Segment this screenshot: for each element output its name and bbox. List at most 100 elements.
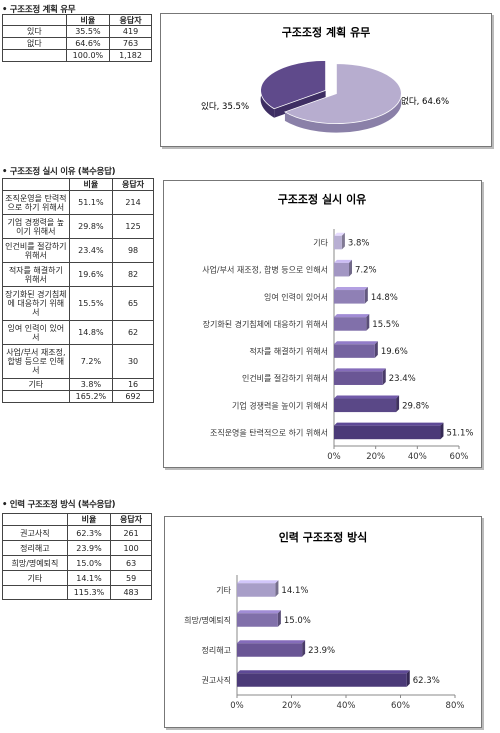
table-row: 기업 경쟁력을 높이기 위해서 29.8% 125 xyxy=(2,214,154,239)
row-label: 기업 경쟁력을 높이기 위해서 xyxy=(2,214,70,239)
row-pct: 51.1% xyxy=(68,190,114,215)
bar-side xyxy=(366,314,370,331)
category-label: 희망/명예퇴직 xyxy=(184,615,231,625)
table-row: 희망/명예퇴직 15.0% 63 xyxy=(2,555,152,571)
bar xyxy=(334,235,342,250)
bar xyxy=(334,290,365,304)
bar-side xyxy=(275,580,279,597)
table-row: 있다 35.5% 419 xyxy=(2,25,152,38)
row-pct: 35.5% xyxy=(65,25,111,38)
plan-table: 비율 응답자 있다 35.5% 419 없다 64.6% 763 100.0% … xyxy=(2,14,152,62)
row-count: 59 xyxy=(110,570,152,586)
x-tick-label: 80% xyxy=(446,701,465,711)
table-row: 기타 3.8% 16 xyxy=(2,378,154,391)
table-row: 권고사직 62.3% 261 xyxy=(2,525,152,541)
table-header xyxy=(2,178,70,191)
total-count: 483 xyxy=(110,585,152,600)
table-total-row: 115.3% 483 xyxy=(2,585,152,600)
category-label: 인건비를 절감하기 위해서 xyxy=(242,373,328,383)
row-label: 사업/부서 재조정, 합병 등으로 인해서 xyxy=(2,344,70,379)
table-row: 장기화된 경기침체에 대응하기 위해서 15.5% 65 xyxy=(2,286,154,321)
table-header xyxy=(2,513,68,526)
category-label: 정리해고 xyxy=(202,645,231,655)
x-tick-label: 60% xyxy=(391,701,410,711)
bar xyxy=(237,673,407,687)
row-pct: 62.3% xyxy=(66,525,112,541)
total-pct: 115.3% xyxy=(66,585,112,600)
row-label: 기타 xyxy=(2,378,70,391)
bar-side xyxy=(277,610,281,627)
x-tick-label: 20% xyxy=(282,701,301,711)
bar-side xyxy=(374,341,378,358)
row-count: 214 xyxy=(112,190,154,215)
bar-top xyxy=(334,314,370,318)
bar-side xyxy=(382,368,386,385)
data-label: 19.6% xyxy=(381,347,408,357)
bar-side xyxy=(302,640,306,657)
category-label: 기업 경쟁력을 높이기 위해서 xyxy=(232,400,328,410)
methods-chart-box: 인력 구조조정 방식 0% 20% 40% 60% 80% 권고사직 62.3% 정리해고 23… xyxy=(164,516,482,728)
section-title-reasons: • 구조조정 실시 이유 (복수응답) xyxy=(2,167,116,177)
bar xyxy=(334,371,383,385)
bar xyxy=(237,613,278,627)
reasons-chart-box: 구조조정 실시 이유 0% 20% 40% 60% 조직운영을 탄력적으로 하기 위해서… xyxy=(163,180,482,468)
bar-top xyxy=(334,395,400,399)
table-header xyxy=(2,14,67,26)
category-label: 조직운영을 탄력적으로 하기 위해서 xyxy=(210,427,328,437)
chart-title: 구조조정 실시 이유 xyxy=(278,192,367,206)
bar-top xyxy=(237,640,306,644)
data-label: 없다, 64.6% xyxy=(401,97,449,107)
table-header: 응답자 xyxy=(109,14,152,26)
bar-top xyxy=(334,368,386,372)
table-row: 인건비를 절감하기 위해서 23.4% 98 xyxy=(2,238,154,263)
pie-slice-yes xyxy=(260,60,327,110)
row-label: 조직운영을 탄력적으로 하기 위해서 xyxy=(2,190,70,215)
bar xyxy=(334,398,397,413)
x-tick-label: 40% xyxy=(337,701,356,711)
table-row: 조직운영을 탄력적으로 하기 위해서 51.1% 214 xyxy=(2,190,154,215)
row-count: 100 xyxy=(110,540,152,556)
row-count: 62 xyxy=(112,320,154,345)
row-count: 63 xyxy=(110,555,152,571)
row-pct: 14.1% xyxy=(66,570,112,586)
row-pct: 29.8% xyxy=(68,214,114,239)
table-header: 비율 xyxy=(65,14,111,26)
x-tick-label: 20% xyxy=(366,452,385,462)
row-count: 82 xyxy=(112,262,154,287)
row-pct: 14.8% xyxy=(68,320,114,345)
data-label: 14.8% xyxy=(371,293,398,303)
reasons-table: 비율 응답자 조직운영을 탄력적으로 하기 위해서 51.1% 214 기업 경… xyxy=(2,178,154,403)
category-label: 장기화된 경기침체에 대응하기 위해서 xyxy=(203,319,328,329)
data-label: 14.1% xyxy=(281,586,308,596)
bar xyxy=(334,344,375,358)
row-label: 희망/명예퇴직 xyxy=(2,555,68,571)
data-label: 62.3% xyxy=(413,676,440,686)
category-label: 기타 xyxy=(313,239,328,248)
category-label: 사업/부서 재조정, 합병 등으로 인해서 xyxy=(202,265,328,275)
table-header: 비율 xyxy=(66,513,112,526)
bar xyxy=(237,583,276,597)
row-label: 정리해고 xyxy=(2,540,68,556)
total-label xyxy=(2,49,67,62)
bar-side xyxy=(349,259,352,277)
row-pct: 3.8% xyxy=(68,378,114,391)
methods-table: 비율 응답자 권고사직 62.3% 261 정리해고 23.9% 100 희망/… xyxy=(2,513,152,600)
category-label: 적자를 해결하기 위해서 xyxy=(249,346,328,356)
bar xyxy=(334,262,349,277)
row-pct: 7.2% xyxy=(68,344,114,379)
row-pct: 15.5% xyxy=(68,286,114,321)
table-row: 없다 64.6% 763 xyxy=(2,37,152,50)
bar-side xyxy=(406,670,410,687)
row-label: 잉여 인력이 있어서 xyxy=(2,320,70,345)
category-label: 권고사직 xyxy=(202,675,231,685)
pie-chart: 구조조정 계획 유무 있다, 35.5% 없다, 64.6% xyxy=(201,25,449,133)
bar-top xyxy=(334,422,444,426)
x-tick-label: 0% xyxy=(230,701,244,711)
row-label: 있다 xyxy=(2,25,67,38)
bar-side xyxy=(364,287,368,304)
bar xyxy=(334,425,441,440)
pie-chart-box: 구조조정 계획 유무 있다, 35.5% 없다, 64.6% xyxy=(160,13,492,147)
bar-side xyxy=(440,422,444,440)
row-label: 없다 xyxy=(2,37,67,50)
row-label: 적자를 해결하기 위해서 xyxy=(2,262,70,287)
